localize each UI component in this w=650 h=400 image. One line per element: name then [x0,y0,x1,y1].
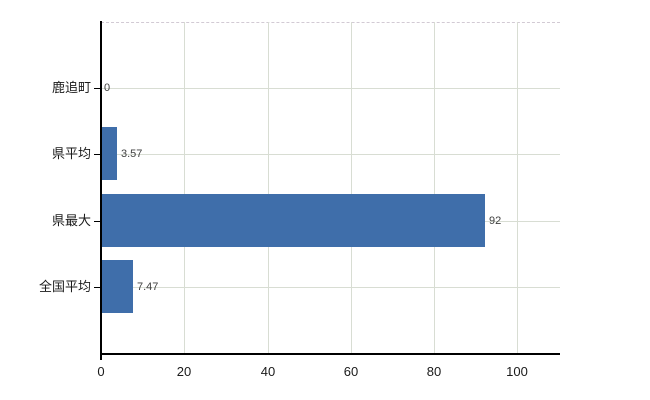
x-axis-tick-label: 20 [176,364,192,379]
x-gridline [268,22,269,353]
category-label: 県最大 [51,213,91,228]
bar [102,260,133,313]
bar-value-label: 3.57 [121,148,143,160]
category-gridline [101,154,560,155]
bar-value-label: 7.47 [137,281,159,293]
x-axis-line [100,353,560,355]
category-label: 全国平均 [38,279,91,294]
x-axis-tick-label: 0 [97,364,105,379]
x-axis-origin-tick [100,355,102,360]
x-axis-tick-label: 40 [260,364,276,379]
category-label: 県平均 [51,146,91,161]
y-axis-tick [94,287,101,288]
x-axis-tick-label: 60 [343,364,359,379]
plot-border-top [101,22,560,23]
y-axis-tick [94,88,101,89]
category-gridline [101,287,560,288]
bar [102,127,117,180]
category-gridline [101,88,560,89]
y-axis-tick [94,154,101,155]
x-gridline [351,22,352,353]
x-axis-tick-label: 80 [426,364,442,379]
y-axis-line [100,21,102,354]
bar [102,194,485,247]
bar-value-label: 92 [489,215,502,227]
category-label: 鹿追町 [51,80,91,95]
y-axis-tick [94,221,101,222]
x-gridline [184,22,185,353]
x-gridline [434,22,435,353]
bar-value-label: 0 [104,82,111,94]
x-axis-tick-label: 100 [506,364,528,379]
x-gridline [517,22,518,353]
